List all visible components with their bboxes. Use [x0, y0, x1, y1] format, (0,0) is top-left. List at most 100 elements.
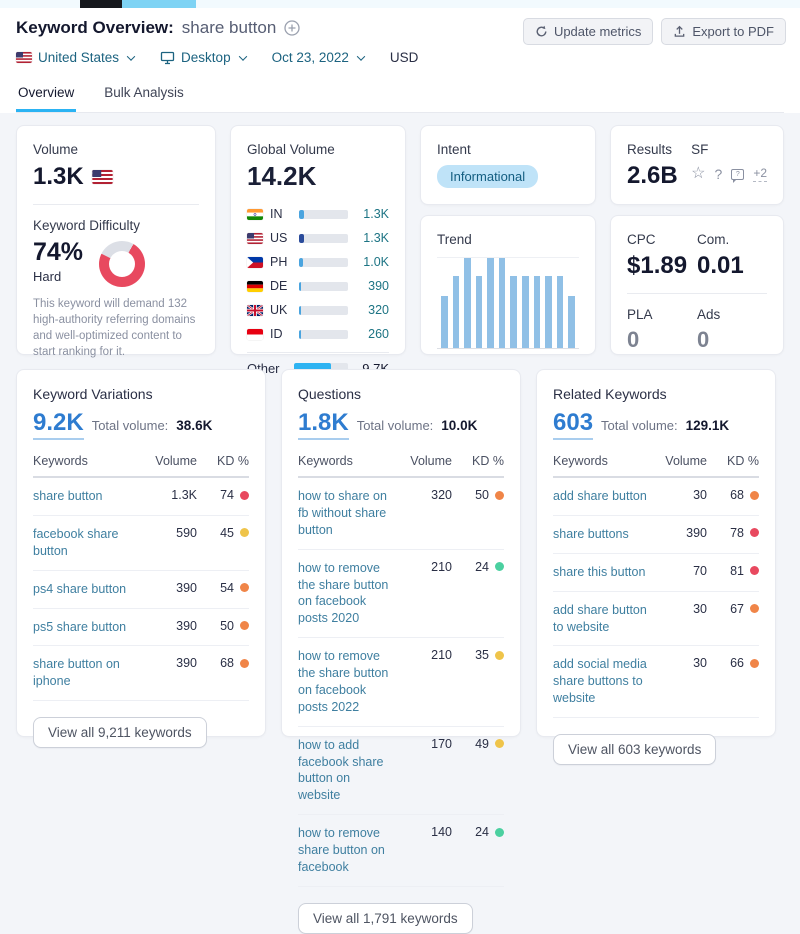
kd-percent: 74%: [33, 238, 84, 266]
tab-bulk-analysis[interactable]: Bulk Analysis: [104, 85, 184, 100]
page-header: Keyword Overview: share button Update me…: [0, 8, 800, 113]
keyword-link[interactable]: share buttons: [553, 526, 629, 541]
keyword-link[interactable]: add share button: [553, 489, 647, 503]
flag-in-icon: [247, 208, 263, 220]
table-row: facebook share button 590 45: [33, 516, 249, 571]
keyword-link[interactable]: how to remove the share button on facebo…: [298, 560, 389, 626]
trend-bar: [475, 276, 483, 348]
keyword-link[interactable]: add share button to website: [553, 602, 647, 634]
keyword-kd: 68: [707, 488, 759, 502]
kd-header: KD %: [217, 454, 249, 468]
keyword-link[interactable]: how to remove share button on facebook: [298, 826, 385, 874]
trend-bar: [556, 276, 564, 348]
pla-value: 0: [627, 327, 640, 352]
related-keywords-card: Related Keywords 603 Total volume: 129.1…: [536, 369, 776, 765]
keyword-kd: 67: [707, 602, 759, 616]
partial-search-bar[interactable]: [0, 0, 800, 8]
update-metrics-button[interactable]: Update metrics: [522, 18, 654, 45]
flag-uk-icon: [247, 304, 263, 316]
global-volume-row: ID 260: [247, 322, 389, 346]
review-snippet-icon[interactable]: ?: [731, 168, 745, 183]
keyword-link[interactable]: share this button: [553, 564, 646, 579]
country-code: US: [270, 231, 288, 245]
keyword-link[interactable]: ps5 share button: [33, 619, 127, 634]
trend-label: Trend: [437, 232, 472, 247]
country-volume-value: 1.3K: [363, 207, 389, 221]
page-title: Keyword Overview:: [16, 18, 174, 37]
kd-dot: [240, 583, 249, 593]
country-volume-bar: [299, 329, 348, 339]
total-volume-label: Total volume:: [356, 418, 434, 433]
keyword-kd: 74: [197, 488, 249, 502]
country-code: ID: [270, 327, 283, 341]
keyword-volume: 390: [176, 618, 197, 633]
view-all-variations-button[interactable]: View all 9,211 keywords: [33, 717, 207, 749]
country-filter[interactable]: United States: [16, 50, 136, 65]
trend-bar: [452, 276, 460, 348]
kd-header: KD %: [472, 454, 504, 468]
keyword-link[interactable]: how to remove the share button on facebo…: [298, 649, 389, 714]
related-count-link[interactable]: 603: [553, 409, 594, 440]
cpc-card: CPC $1.89 Com. 0.01 PLA 0 Ads: [610, 215, 784, 355]
keyword-link[interactable]: how to add facebook share button on webs…: [298, 737, 384, 803]
global-volume-label: Global Volume: [247, 142, 335, 157]
trend-bar: [533, 276, 541, 348]
keyword-link[interactable]: how to share on fb without share button: [298, 489, 387, 537]
country-code: DE: [270, 279, 288, 293]
date-filter-label: Oct 23, 2022: [271, 50, 349, 65]
keyword-volume: 390: [686, 525, 707, 540]
country-volume-bar: [299, 233, 348, 243]
table-header: Keywords Volume KD %: [33, 440, 249, 478]
keyword-link[interactable]: share button on iphone: [33, 657, 120, 689]
variations-count-link[interactable]: 9.2K: [33, 409, 84, 440]
table-row: how to add facebook share button on webs…: [298, 727, 504, 816]
keyword-volume: 320: [431, 488, 452, 502]
global-volume-card: Global Volume 14.2K IN 1.3K US 1.3K PH 1.0K DE…: [230, 125, 406, 376]
keyword-kd: 78: [707, 526, 759, 540]
star-icon[interactable]: ☆: [691, 165, 706, 182]
keyword-link[interactable]: add social media share buttons to websit…: [553, 657, 647, 706]
other-volume-bar: [294, 363, 348, 374]
keyword-link[interactable]: facebook share button: [33, 526, 119, 558]
country-code: PH: [270, 255, 288, 269]
flag-us-icon: [247, 232, 263, 244]
date-filter[interactable]: Oct 23, 2022: [271, 50, 366, 65]
chevron-down-icon: [238, 51, 247, 61]
keyword-variations-card: Keyword Variations 9.2K Total volume: 38…: [16, 369, 266, 749]
keyword-volume: 390: [176, 580, 197, 595]
search-selection-highlight: [122, 0, 196, 8]
results-card: Results 2.6B SF ☆ ? ? +2: [610, 125, 784, 205]
country-code: UK: [270, 303, 288, 317]
questions-count-link[interactable]: 1.8K: [298, 409, 349, 440]
question-mark-icon[interactable]: ?: [714, 166, 723, 182]
keyword-link[interactable]: share button: [33, 489, 103, 503]
trend-bar: [510, 276, 518, 348]
total-volume-value: 129.1K: [685, 418, 730, 433]
sf-more-badge[interactable]: +2: [753, 166, 767, 182]
volume-header: Volume: [155, 454, 197, 468]
kd-dot: [495, 562, 504, 572]
table-row: add share button 30 68: [553, 478, 759, 516]
keyword-volume: 70: [693, 563, 707, 578]
keyword-link[interactable]: ps4 share button: [33, 581, 127, 596]
export-pdf-button[interactable]: Export to PDF: [661, 18, 786, 45]
view-all-questions-button[interactable]: View all 1,791 keywords: [298, 902, 473, 934]
keyword-volume: 590: [176, 525, 197, 540]
search-selection-dark: [80, 0, 122, 8]
volume-header: Volume: [410, 454, 452, 468]
kd-dot: [750, 490, 759, 500]
country-volume-value: 1.0K: [363, 255, 389, 269]
cpc-value: $1.89: [627, 252, 688, 279]
intent-badge[interactable]: Informational: [437, 165, 539, 188]
us-flag-icon: [92, 170, 113, 184]
trend-card: Trend: [420, 215, 596, 355]
variations-title: Keyword Variations: [33, 386, 153, 402]
view-all-related-button[interactable]: View all 603 keywords: [553, 734, 717, 765]
tab-overview[interactable]: Overview: [16, 78, 77, 112]
table-row: how to remove the share button on facebo…: [298, 638, 504, 727]
device-filter[interactable]: Desktop: [160, 50, 247, 65]
com-label: Com.: [697, 232, 730, 247]
add-keyword-icon[interactable]: [284, 20, 300, 36]
country-volume-value: 260: [368, 327, 389, 341]
flag-ph-icon: [247, 256, 263, 268]
